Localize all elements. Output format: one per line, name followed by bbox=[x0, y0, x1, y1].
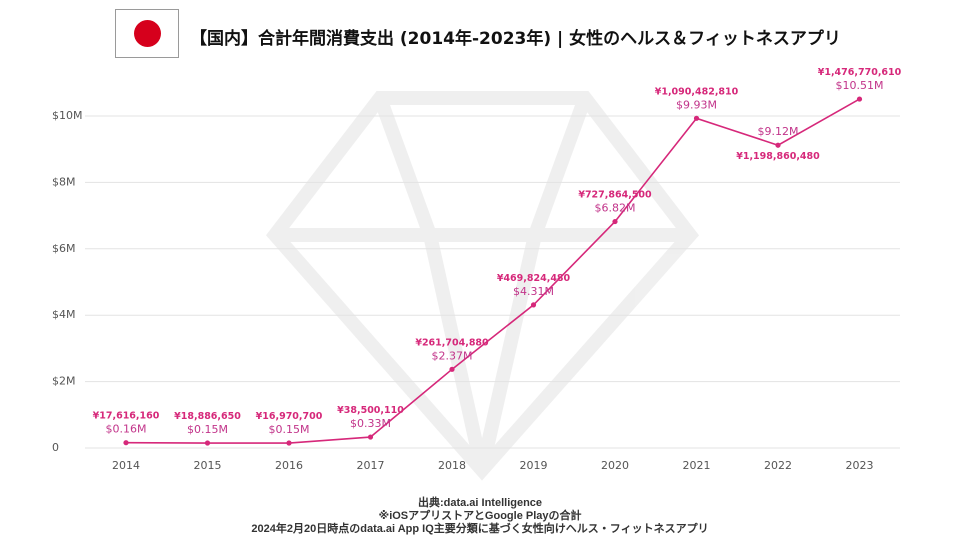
x-tick-label: 2019 bbox=[520, 459, 548, 472]
japan-flag-disc bbox=[134, 20, 161, 47]
data-point-2017 bbox=[367, 434, 374, 440]
jpy-label-2016: ¥16,970,700 bbox=[256, 411, 323, 422]
x-tick-label: 2018 bbox=[438, 459, 466, 472]
footer-source: 出典:data.ai Intelligence bbox=[417, 497, 543, 509]
jpy-label-2015: ¥18,886,650 bbox=[174, 411, 241, 422]
y-tick-label: $10M bbox=[52, 109, 83, 122]
usd-label-2018: $2.37M bbox=[432, 349, 473, 362]
usd-label-2021: $9.93M bbox=[676, 98, 717, 111]
usd-label-2022: $9.12M bbox=[758, 125, 799, 138]
y-tick-label: $2M bbox=[52, 375, 76, 388]
data-point-2022 bbox=[775, 142, 781, 148]
japan-flag bbox=[115, 9, 179, 58]
jpy-label-2021: ¥1,090,482,810 bbox=[655, 86, 739, 97]
y-tick-label: $6M bbox=[52, 242, 76, 255]
data-point-2018 bbox=[449, 366, 455, 372]
x-tick-label: 2015 bbox=[194, 459, 222, 472]
usd-label-2016: $0.15M bbox=[269, 423, 310, 436]
y-tick-label: $4M bbox=[52, 308, 76, 321]
jpy-label-2014: ¥17,616,160 bbox=[93, 411, 160, 422]
x-tick-label: 2021 bbox=[683, 459, 711, 472]
jpy-label-2022: ¥1,198,860,480 bbox=[736, 151, 820, 162]
usd-label-2015: $0.15M bbox=[187, 423, 228, 436]
data-point-2021 bbox=[693, 115, 700, 121]
data-point-2015 bbox=[204, 440, 211, 446]
x-tick-label: 2020 bbox=[601, 459, 629, 472]
footer-definition: 2024年2月20日時点のdata.ai App IQ主要分類に基づく女性向けヘ… bbox=[251, 523, 709, 535]
data-point-2019 bbox=[530, 302, 537, 308]
data-point-2016 bbox=[286, 440, 292, 446]
usd-label-2017: $0.33M bbox=[350, 417, 391, 430]
x-axis-ticks: 2014 2015 2016 2017 2018 2019 2020 2021 2022 2023 bbox=[112, 459, 874, 472]
x-tick-label: 2022 bbox=[764, 459, 792, 472]
footer-note: ※iOSアプリストアとGoogle Playの合計 bbox=[378, 510, 582, 522]
gridlines bbox=[85, 115, 900, 449]
y-axis-ticks: 0 $2M $4M $6M $8M $10M bbox=[52, 109, 83, 454]
series-polyline bbox=[125, 98, 860, 444]
chart-title: 【国内】合計年間消費支出 (2014年-2023年) | 女性のヘルス＆フィット… bbox=[190, 29, 841, 49]
series-line bbox=[125, 98, 860, 444]
usd-label-2023: $10.51M bbox=[836, 79, 884, 92]
data-point-2020 bbox=[612, 218, 618, 225]
jpy-label-2018: ¥261,704,880 bbox=[415, 337, 489, 348]
data-labels: $0.16M¥17,616,160$0.15M¥18,886,650$0.15M… bbox=[93, 67, 902, 436]
watermark-diamond bbox=[265, 91, 700, 481]
x-tick-label: 2016 bbox=[275, 459, 303, 472]
jpy-label-2020: ¥727,864,500 bbox=[578, 190, 652, 201]
x-tick-label: 2017 bbox=[357, 459, 385, 472]
y-tick-label: $8M bbox=[52, 175, 76, 188]
y-tick-label: 0 bbox=[52, 441, 59, 454]
data-point-2014 bbox=[123, 440, 129, 446]
x-tick-label: 2014 bbox=[112, 459, 140, 472]
jpy-label-2017: ¥38,500,110 bbox=[337, 405, 404, 416]
data-points bbox=[123, 96, 863, 446]
data-point-2023 bbox=[856, 96, 863, 102]
usd-label-2020: $6.82M bbox=[595, 202, 636, 215]
usd-label-2014: $0.16M bbox=[106, 423, 147, 436]
usd-label-2019: $4.31M bbox=[513, 285, 554, 298]
jpy-label-2019: ¥469,824,480 bbox=[497, 273, 571, 284]
x-tick-label: 2023 bbox=[846, 459, 874, 472]
jpy-label-2023: ¥1,476,770,610 bbox=[818, 67, 902, 78]
